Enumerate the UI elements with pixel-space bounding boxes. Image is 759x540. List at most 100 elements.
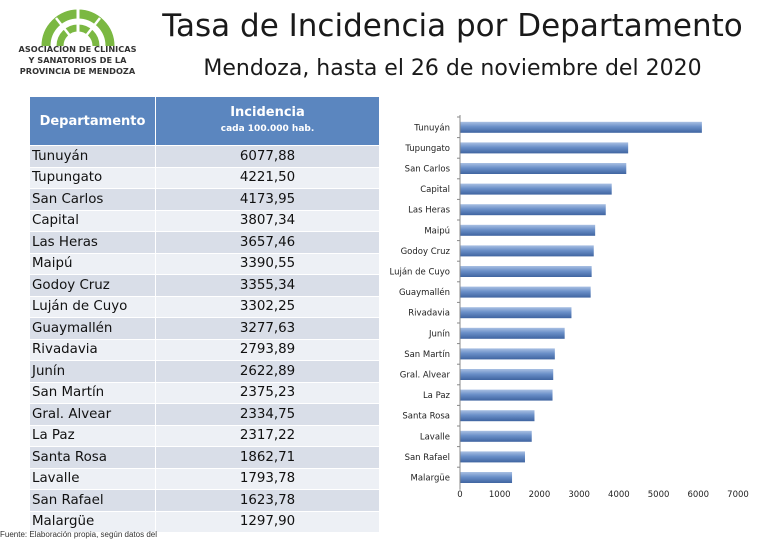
incidence-cell: 3657,46 [155,231,380,254]
department-cell: Guaymallén [29,317,156,340]
incidence-cell: 2622,89 [155,360,380,383]
bar [460,430,532,442]
table-row: Tupungato 4221,50 [29,166,380,189]
bar [460,286,591,298]
y-tick-label: Gral. Alvear [400,371,451,381]
incidence-cell: 4221,50 [155,166,380,189]
table-row: San Rafael 1623,78 [29,489,380,512]
table-row: Tunuyán 6077,88 [29,145,380,168]
table-row: Gral. Alvear 2334,75 [29,403,380,426]
bar [460,369,554,380]
incidence-cell: 4173,95 [155,188,380,211]
bar [460,204,606,216]
department-cell: Tupungato [29,166,156,189]
incidence-table: Departamento Incidencia cada 100.000 hab… [29,96,380,533]
logo-line: PROVINCIA DE MENDOZA [19,66,136,76]
logo-text: ASOCIACION DE CLINICAS Y SANATORIOS DE L… [10,44,145,77]
column-header-incidence-label: Incidencia [230,105,305,120]
table-row: Guaymallén 3277,63 [29,317,380,340]
department-cell: Luján de Cuyo [29,295,156,318]
source-note: Fuente: Elaboración propia, según datos … [0,530,157,539]
y-tick-label: Junín [428,329,450,339]
y-tick-label: Rivadavia [408,309,450,319]
page-subtitle: Mendoza, hasta el 26 de noviembre del 20… [203,56,702,81]
incidence-cell: 1862,71 [155,446,380,469]
y-tick-label: Godoy Cruz [401,247,451,257]
table-row: San Carlos 4173,95 [29,188,380,211]
incidence-cell: 1297,90 [155,510,380,533]
bar [460,451,525,463]
table-header: Departamento Incidencia cada 100.000 hab… [29,96,380,146]
x-tick-label: 3000 [568,490,590,500]
incidence-cell: 2375,23 [155,381,380,404]
y-tick-label: San Carlos [405,165,451,175]
department-cell: Lavalle [29,467,156,490]
department-cell: San Rafael [29,489,156,512]
table-row: Maipú 3390,55 [29,252,380,275]
department-cell: Tunuyán [29,145,156,168]
incidence-cell: 1793,78 [155,467,380,490]
y-tick-label: San Martín [404,350,450,360]
y-tick-label: San Rafael [405,453,450,463]
column-header-department: Departamento [29,96,156,146]
table-row: Capital 3807,34 [29,209,380,232]
y-tick-label: Luján de Cuyo [389,268,450,278]
bar [460,389,553,401]
x-tick-label: 7000 [727,490,749,500]
table-row: Santa Rosa 1862,71 [29,446,380,469]
table-row: Lavalle 1793,78 [29,467,380,490]
bar [460,266,592,277]
x-tick-label: 6000 [687,490,709,500]
bar [460,245,594,257]
department-cell: Junín [29,360,156,383]
logo: ASOCIACION DE CLINICAS Y SANATORIOS DE L… [10,2,145,86]
table-row: Luján de Cuyo 3302,25 [29,295,380,318]
y-tick-label: La Paz [423,391,451,401]
bar [460,121,702,133]
y-tick-label: Lavalle [420,432,450,442]
y-tick-label: Santa Rosa [402,412,450,422]
y-tick-label: Maipú [424,226,450,236]
y-tick-label: Guaymallén [399,287,450,298]
x-tick-label: 4000 [608,490,630,500]
logo-line: ASOCIACION DE CLINICAS [18,44,137,54]
incidence-cell: 2317,22 [155,424,380,447]
bar [460,224,596,236]
y-tick-label: Las Heras [408,206,450,216]
bar [460,183,612,195]
department-cell: Santa Rosa [29,446,156,469]
x-tick-label: 0 [457,490,462,500]
page-title: Tasa de Incidencia por Departamento [162,8,743,44]
department-cell: Gral. Alvear [29,403,156,426]
bar [460,327,565,339]
logo-line: Y SANATORIOS DE LA [28,55,127,65]
bar [460,472,513,483]
bar [460,163,627,174]
bar [460,142,629,154]
y-tick-label: Tupungato [404,144,450,154]
department-cell: San Carlos [29,188,156,211]
logo-arch-icon [41,7,115,46]
department-cell: Rivadavia [29,338,156,361]
incidence-cell: 2334,75 [155,403,380,426]
incidence-cell: 3390,55 [155,252,380,275]
table-row: Junín 2622,89 [29,360,380,383]
table-row: San Martín 2375,23 [29,381,380,404]
y-tick-label: Malargüe [411,474,450,484]
bar [460,307,572,319]
column-header-incidence: Incidencia cada 100.000 hab. [155,96,380,146]
table-row: Godoy Cruz 3355,34 [29,274,380,297]
table-row: Rivadavia 2793,89 [29,338,380,361]
incidence-cell: 6077,88 [155,145,380,168]
department-cell: Capital [29,209,156,232]
incidence-cell: 1623,78 [155,489,380,512]
bar [460,348,555,360]
bar [460,410,535,422]
x-tick-label: 1000 [489,490,511,500]
column-header-incidence-unit: cada 100.000 hab. [220,124,315,134]
x-tick-label: 2000 [529,490,551,500]
incidence-cell: 3302,25 [155,295,380,318]
department-cell: San Martín [29,381,156,404]
table-row: Malargüe 1297,90 [29,510,380,533]
